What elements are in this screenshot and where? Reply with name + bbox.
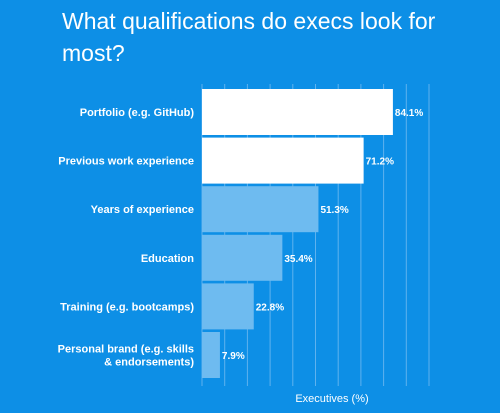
bar <box>202 137 364 184</box>
category-label-line: Education <box>141 253 194 265</box>
category-label: Previous work experience <box>58 156 194 168</box>
category-label-line: Personal brand (e.g. skills <box>58 344 194 356</box>
value-label: 22.8% <box>256 302 284 313</box>
category-labels: Portfolio (e.g. GitHub) Previous work exp… <box>58 107 195 369</box>
category-label-line: Training (e.g. bootcamps) <box>60 301 194 313</box>
category-label: Education <box>141 253 194 265</box>
value-label: 7.9% <box>222 351 245 362</box>
value-label: 35.4% <box>284 254 312 265</box>
category-label-line: & endorsements) <box>104 357 194 369</box>
bar <box>202 186 319 233</box>
category-label: Portfolio (e.g. GitHub) <box>80 107 195 119</box>
chart-title: What qualifications do execs look for mo… <box>62 8 436 66</box>
value-label: 51.3% <box>320 205 348 216</box>
value-label: 71.2% <box>366 157 394 168</box>
category-label-line: Portfolio (e.g. GitHub) <box>80 107 195 119</box>
bar <box>202 332 220 378</box>
bar <box>202 283 254 330</box>
category-label: Training (e.g. bootcamps) <box>60 301 194 313</box>
x-axis-label: Executives (%) <box>295 393 368 405</box>
bar <box>202 89 393 135</box>
category-label: Personal brand (e.g. skills & endorsement… <box>58 344 195 369</box>
category-label-line: Years of experience <box>91 204 194 216</box>
value-label: 84.1% <box>395 108 423 119</box>
category-label: Years of experience <box>91 204 194 216</box>
value-labels: 84.1% 71.2% 51.3% 35.4% 22.8% 7.9% <box>222 108 423 362</box>
bar <box>202 234 283 281</box>
category-label-line: Previous work experience <box>58 156 194 168</box>
bars-group <box>202 89 393 378</box>
